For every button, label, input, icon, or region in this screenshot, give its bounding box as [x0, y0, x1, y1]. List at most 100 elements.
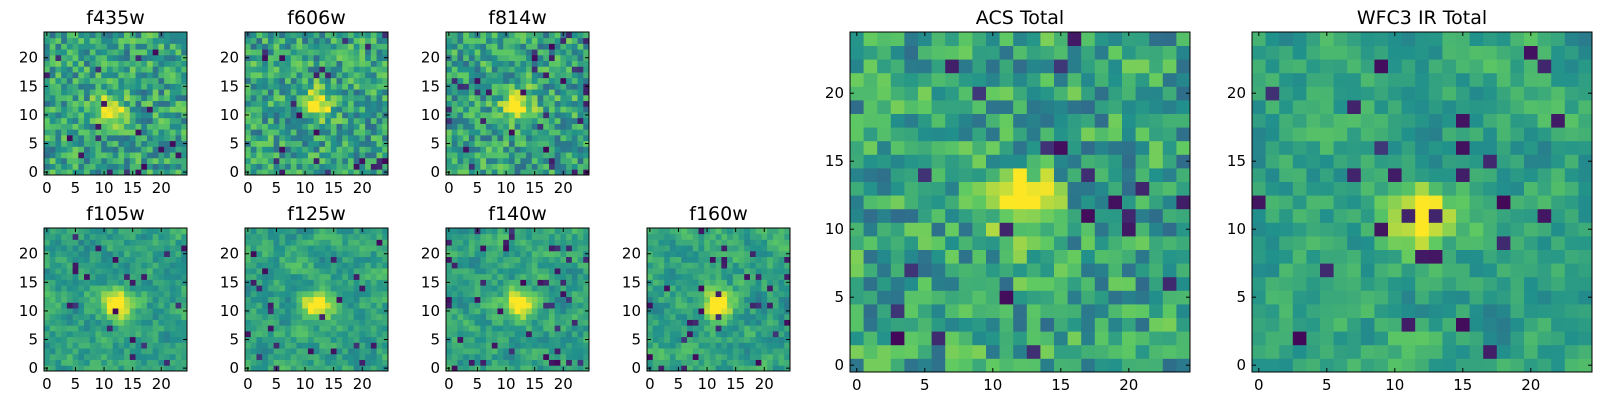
heatmap-cell [44, 134, 51, 142]
heatmap-cell [491, 83, 498, 90]
heatmap-cell [382, 256, 389, 263]
heatmap-cell [78, 134, 85, 142]
heatmap-cell [124, 245, 131, 252]
heatmap-cell [302, 273, 309, 280]
heatmap-cell [491, 250, 498, 257]
heatmap-cell [778, 268, 785, 275]
heatmap-cell [514, 273, 521, 280]
heatmap-cell [330, 123, 337, 130]
heatmap-cell [514, 89, 521, 96]
heatmap-cell [531, 250, 538, 257]
x-tick-label: 15 [525, 179, 544, 197]
heatmap-cell [319, 353, 326, 360]
heatmap-cell [715, 325, 722, 332]
heatmap-cell [290, 319, 297, 326]
heatmap-cell [164, 353, 171, 360]
heatmap-cell [486, 233, 493, 240]
heatmap-cell [1162, 304, 1177, 318]
heatmap-cell [520, 129, 527, 136]
heatmap-cell [486, 268, 493, 275]
heatmap-cells [446, 228, 590, 372]
heatmap-cell [135, 365, 142, 372]
heatmap-cell [972, 208, 987, 223]
heatmap-cell [918, 168, 932, 182]
heatmap-cell [778, 330, 785, 338]
heatmap-cell [698, 285, 705, 292]
heatmap-cell [755, 308, 762, 315]
heatmap-cell [370, 228, 377, 235]
heatmap-cell [526, 330, 533, 338]
heatmap-cell [49, 77, 56, 84]
heatmap-cell [342, 37, 349, 44]
heatmap-cell [169, 250, 176, 257]
heatmap-cell [78, 245, 85, 252]
heatmap-cell [273, 152, 280, 159]
heatmap-cell [503, 325, 510, 332]
heatmap-cell [1026, 168, 1041, 182]
heatmap-cell [658, 228, 665, 235]
heatmap-cell [1135, 181, 1150, 196]
heatmap-cell [336, 157, 343, 164]
heatmap-cell [112, 233, 119, 240]
heatmap-cell [353, 290, 360, 298]
heatmap-cell [313, 233, 320, 240]
heatmap-cell [554, 250, 561, 257]
heatmap-cell [755, 256, 762, 263]
heatmap-cell [560, 106, 567, 113]
heatmap-cell [296, 169, 303, 176]
heatmap-cell [169, 60, 176, 67]
heatmap-cell [101, 89, 108, 96]
heatmap-cell [376, 325, 383, 332]
heatmap-cell [164, 296, 171, 303]
heatmap-cell [152, 245, 159, 252]
heatmap-cell [1176, 263, 1191, 278]
heatmap-cell [497, 290, 504, 298]
heatmap-cell [325, 319, 332, 326]
heatmap-cell [503, 262, 510, 269]
heatmap-cell [681, 228, 688, 235]
heatmap-cell [164, 100, 171, 107]
heatmap-cell [508, 250, 516, 257]
heatmap-cell [106, 72, 114, 79]
heatmap-cell [262, 49, 269, 56]
heatmap-cell [55, 146, 62, 153]
heatmap-cell [508, 342, 516, 349]
heatmap-cell [290, 152, 297, 159]
heatmap-cell [727, 290, 734, 298]
heatmap-cell [508, 49, 516, 56]
heatmap-cell [1081, 317, 1096, 332]
heatmap-cell [169, 43, 176, 50]
heatmap-cell [566, 100, 573, 107]
heatmap-cell [554, 152, 561, 159]
heatmap-cell [181, 313, 188, 320]
heatmap-cell [72, 279, 79, 286]
heatmap-cell [463, 359, 470, 366]
heatmap-cell [319, 290, 326, 298]
x-tick-label: 0 [243, 375, 253, 393]
heatmap-cell [543, 66, 550, 73]
heatmap-cell [152, 112, 159, 119]
heatmap-cell [451, 330, 458, 338]
heatmap-cell [118, 330, 125, 338]
heatmap-cell [767, 256, 774, 263]
heatmap-cell [958, 358, 973, 373]
heatmap-cell [78, 66, 85, 73]
heatmap-cell [342, 117, 349, 124]
heatmap-cell [135, 134, 142, 142]
heatmap-cell [175, 60, 182, 67]
heatmap-cell [566, 123, 573, 130]
heatmap-cell [958, 222, 973, 237]
heatmap-cell [61, 43, 68, 50]
heatmap-cell [560, 77, 567, 84]
heatmap-cell [112, 146, 119, 153]
heatmap-cell [164, 117, 171, 124]
heatmap-cell [571, 319, 578, 326]
heatmap-cell [1135, 249, 1150, 264]
heatmap-cell [330, 262, 337, 269]
heatmap-cell [554, 54, 561, 61]
heatmap-cell [245, 106, 252, 113]
heatmap-cell [307, 83, 315, 90]
heatmap-cell [761, 336, 768, 343]
heatmap-cell [520, 342, 527, 349]
heatmap-cell [577, 123, 584, 130]
